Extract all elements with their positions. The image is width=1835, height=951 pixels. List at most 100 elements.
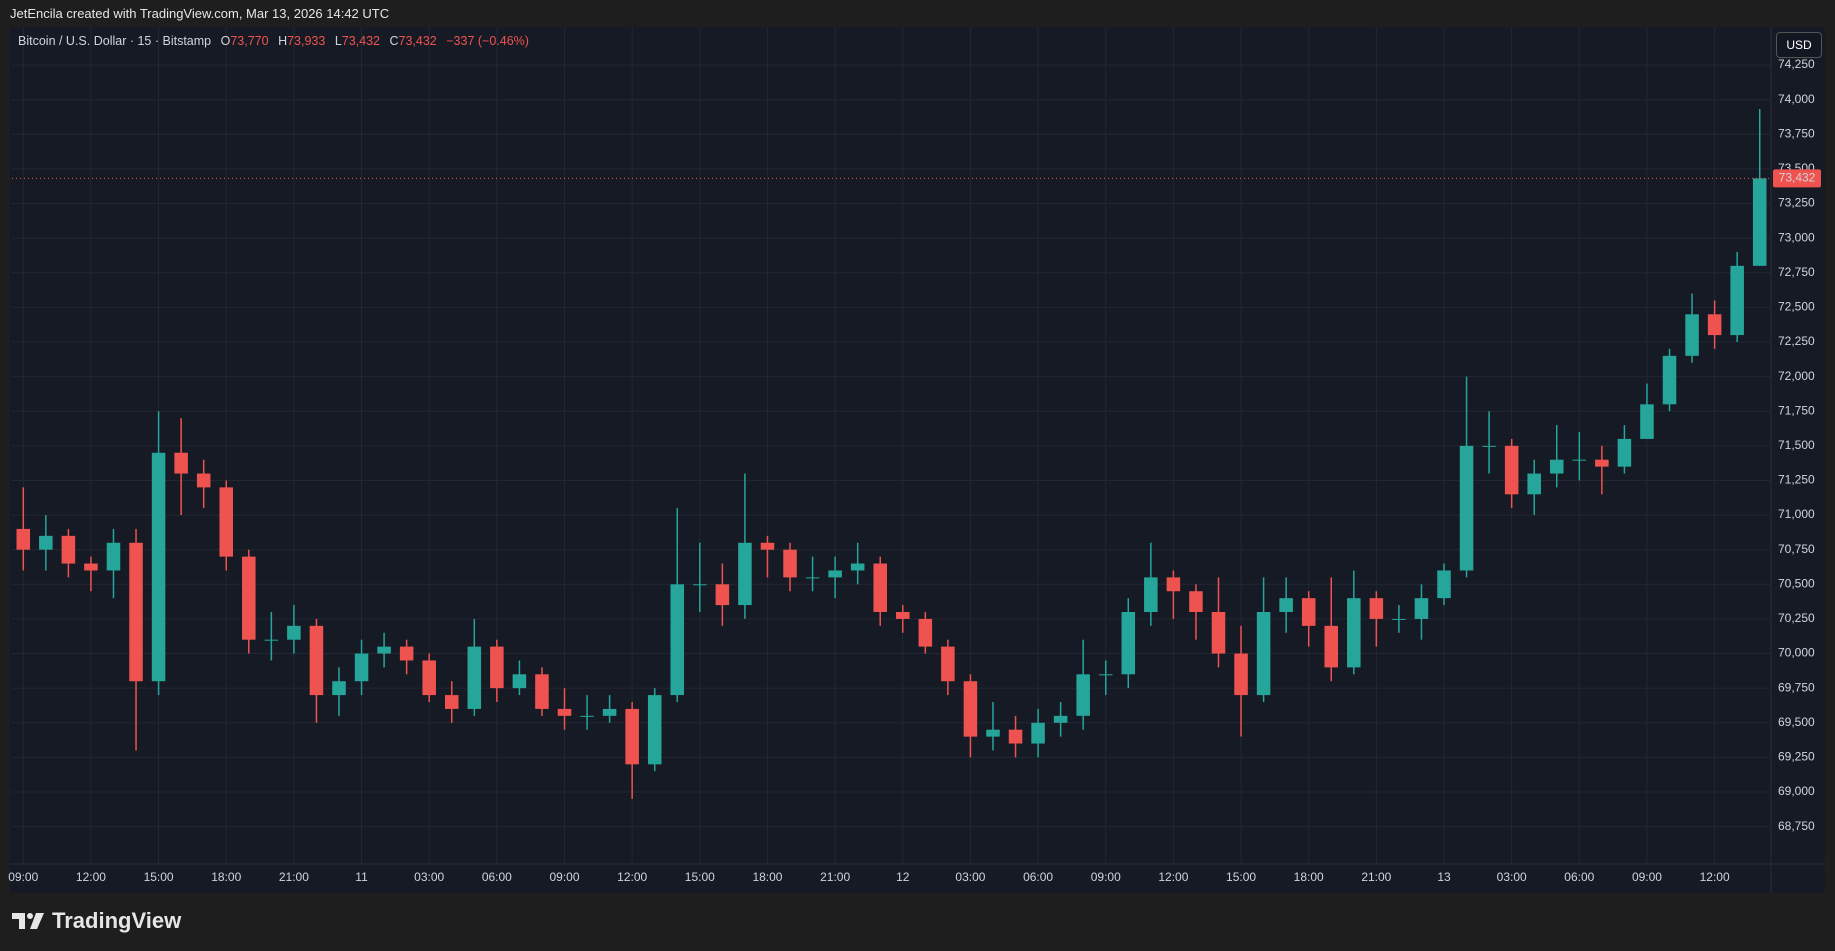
x-tick-label: 15:00 [144, 870, 174, 884]
logo-icon [12, 913, 44, 929]
symbol: Bitcoin / U.S. Dollar · 15 · Bitstamp [18, 34, 212, 48]
candle-body [1324, 625, 1339, 668]
ohlc-value: 73,770 [230, 34, 269, 48]
candle-body [1549, 459, 1564, 474]
candle-body [1437, 570, 1451, 599]
last-price-label: 73,432 [1779, 171, 1816, 185]
candle-body [84, 563, 98, 571]
ohlc-value: 73,432 [341, 34, 380, 48]
x-tick-label: 09:00 [1632, 870, 1662, 884]
candle-body [61, 535, 76, 564]
candle-body [1752, 178, 1767, 266]
y-tick-label: 74,250 [1778, 57, 1815, 71]
candle-body [1144, 577, 1158, 612]
candle-body [196, 473, 211, 488]
candle-body [1098, 674, 1113, 676]
candle-body [1730, 265, 1744, 336]
candle-body [602, 708, 617, 716]
candle-body [1527, 473, 1541, 495]
x-tick-label: 12:00 [1700, 870, 1730, 884]
candle-body [129, 542, 143, 682]
candle-body [444, 695, 459, 709]
x-tick-label: 13 [1437, 870, 1451, 884]
x-tick-label: 15:00 [685, 870, 715, 884]
candle-body [1053, 715, 1068, 723]
y-tick-label: 70,500 [1778, 576, 1815, 590]
y-tick-label: 71,750 [1778, 403, 1815, 417]
candle-body [986, 729, 1000, 737]
x-tick-label: 21:00 [820, 870, 850, 884]
brand-logo[interactable]: TradingView [12, 908, 181, 934]
change: −337 (−0.46%) [446, 34, 529, 48]
y-tick-label: 71,000 [1778, 507, 1815, 521]
y-tick-label: 68,750 [1778, 819, 1815, 833]
y-tick-label: 69,750 [1778, 680, 1815, 694]
candle-body [1256, 612, 1271, 696]
candle-body [1279, 598, 1293, 612]
x-tick-label: 06:00 [1564, 870, 1594, 884]
chart-pane [10, 27, 1825, 893]
x-tick-label: 18:00 [752, 870, 782, 884]
candle-body [1031, 722, 1045, 744]
y-tick-label: 73,000 [1778, 230, 1815, 244]
currency-button[interactable]: USD [1776, 32, 1822, 58]
y-tick-label: 72,000 [1778, 369, 1815, 383]
candle-body [1662, 355, 1677, 405]
y-tick-label: 73,750 [1778, 126, 1815, 140]
x-tick-label: 12 [896, 870, 910, 884]
candle-body [557, 708, 572, 716]
x-tick-label: 09:00 [8, 870, 38, 884]
x-tick-label: 06:00 [482, 870, 512, 884]
candle-body [647, 695, 662, 765]
y-tick-label: 71,500 [1778, 438, 1815, 452]
x-tick-label: 03:00 [955, 870, 985, 884]
x-tick-label: 12:00 [76, 870, 106, 884]
candle-body [1347, 598, 1361, 668]
y-tick-label: 70,750 [1778, 542, 1815, 556]
candle-body [896, 612, 910, 619]
y-tick-label: 72,250 [1778, 334, 1815, 348]
symbol-legend: Bitcoin / U.S. Dollar · 15 · Bitstamp O7… [18, 34, 529, 48]
candle-body [242, 556, 256, 640]
candle-body [1459, 445, 1474, 571]
y-tick-label: 70,250 [1778, 611, 1815, 625]
ohlc-key: O [220, 34, 231, 48]
candle-body [1076, 674, 1090, 716]
x-tick-label: 12:00 [617, 870, 647, 884]
x-tick-label: 03:00 [1497, 870, 1527, 884]
candle-body [1189, 591, 1203, 612]
candle-body [805, 577, 820, 579]
candle-body [151, 452, 166, 682]
candle-body [219, 487, 234, 557]
candle-body [1211, 612, 1226, 654]
candle-body [1008, 729, 1023, 744]
candle-body [1504, 445, 1519, 495]
candle-body [738, 542, 752, 606]
x-tick-label: 09:00 [1091, 870, 1121, 884]
x-tick-label: 15:00 [1226, 870, 1256, 884]
candle-body [715, 584, 730, 606]
x-tick-label: 11 [355, 870, 368, 884]
candle-body [1572, 459, 1587, 461]
y-tick-label: 73,250 [1778, 196, 1815, 210]
candle-body [1707, 314, 1722, 336]
candle-body [670, 584, 685, 696]
candle-body [1482, 445, 1496, 447]
x-tick-label: 06:00 [1023, 870, 1053, 884]
candle-body [354, 653, 369, 682]
ohlc-key: C [389, 34, 399, 48]
candle-body [918, 618, 933, 647]
candle-body [332, 681, 346, 696]
candle-body [783, 549, 797, 578]
x-tick-label: 18:00 [1294, 870, 1324, 884]
x-tick-label: 12:00 [1158, 870, 1188, 884]
y-tick-label: 72,750 [1778, 265, 1815, 279]
y-tick-label: 74,000 [1778, 92, 1815, 106]
ohlc-key: H [278, 34, 288, 48]
x-tick-label: 21:00 [279, 870, 309, 884]
candle-body [963, 681, 978, 737]
y-tick-label: 71,250 [1778, 473, 1815, 487]
candle-body [1392, 618, 1406, 620]
candle-body [264, 639, 279, 641]
